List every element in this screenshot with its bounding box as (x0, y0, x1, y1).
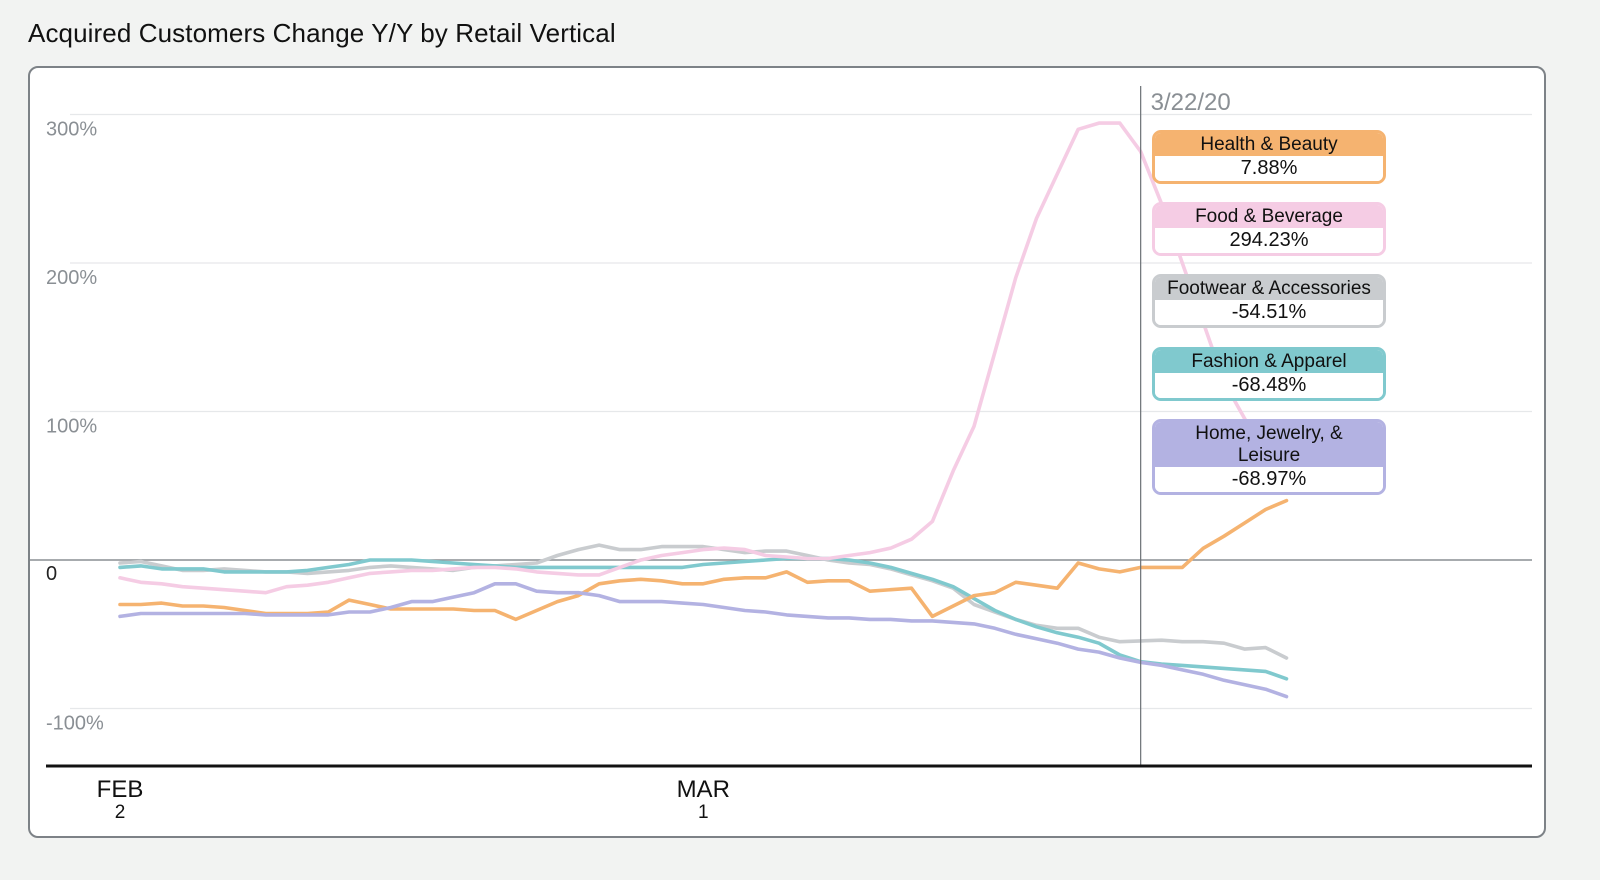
hover-date-label: 3/22/20 (1151, 89, 1231, 116)
series-line-fashion-apparel[interactable] (118, 556, 1289, 681)
tooltip-health-beauty: Health & Beauty 7.88% (1152, 130, 1386, 184)
chart-card: 300% 200% 100% 0 -100% 3/22/20 FEB 2 MAR 1 Heal… (28, 66, 1546, 838)
hover-crosshair: 3/22/20 (1140, 86, 1231, 766)
x-tick-day-0: 2 (115, 802, 126, 823)
tooltip-series-value: -68.97% (1155, 467, 1383, 492)
tooltip-series-value: 294.23% (1155, 228, 1383, 253)
tooltip-series-value: 7.88% (1155, 156, 1383, 181)
series-line-home-jewelry-leisure[interactable] (118, 581, 1289, 699)
series-lines (118, 121, 1289, 699)
y-tick-label-4: -100% (46, 713, 104, 735)
series-line-footwear-accessories[interactable] (118, 543, 1289, 660)
tooltip-home-jewelry-leisure: Home, Jewelry, & Leisure -68.97% (1152, 419, 1386, 495)
tooltip-series-value: -68.48% (1155, 373, 1383, 398)
tooltip-series-value: -54.51% (1155, 300, 1383, 325)
x-tick-month-1: MAR (677, 776, 730, 803)
series-line-food-beverage[interactable] (118, 121, 1289, 595)
gridlines (30, 113, 1532, 710)
tooltip-series-name: Food & Beverage (1155, 205, 1383, 228)
tooltip-fashion-apparel: Fashion & Apparel -68.48% (1152, 347, 1386, 401)
series-line-health-beauty[interactable] (118, 498, 1289, 622)
y-axis-ticks: 300% 200% 100% 0 -100% (46, 119, 104, 735)
y-tick-label-0: 300% (46, 119, 97, 141)
y-tick-label-2: 100% (46, 416, 97, 438)
tooltip-series-name: Footwear & Accessories (1155, 277, 1383, 300)
tooltip-series-name: Health & Beauty (1155, 133, 1383, 156)
y-tick-label-1: 200% (46, 267, 97, 289)
tooltip-series-name: Fashion & Apparel (1155, 350, 1383, 373)
y-tick-label-3: 0 (46, 563, 57, 585)
x-tick-day-1: 1 (698, 802, 709, 823)
page-title: Acquired Customers Change Y/Y by Retail … (28, 18, 616, 48)
tooltip-food-beverage: Food & Beverage 294.23% (1152, 202, 1386, 256)
tooltip-footwear-accessories: Footwear & Accessories -54.51% (1152, 274, 1386, 328)
tooltip-series-name: Home, Jewelry, & Leisure (1180, 422, 1358, 467)
x-tick-month-0: FEB (97, 776, 144, 803)
